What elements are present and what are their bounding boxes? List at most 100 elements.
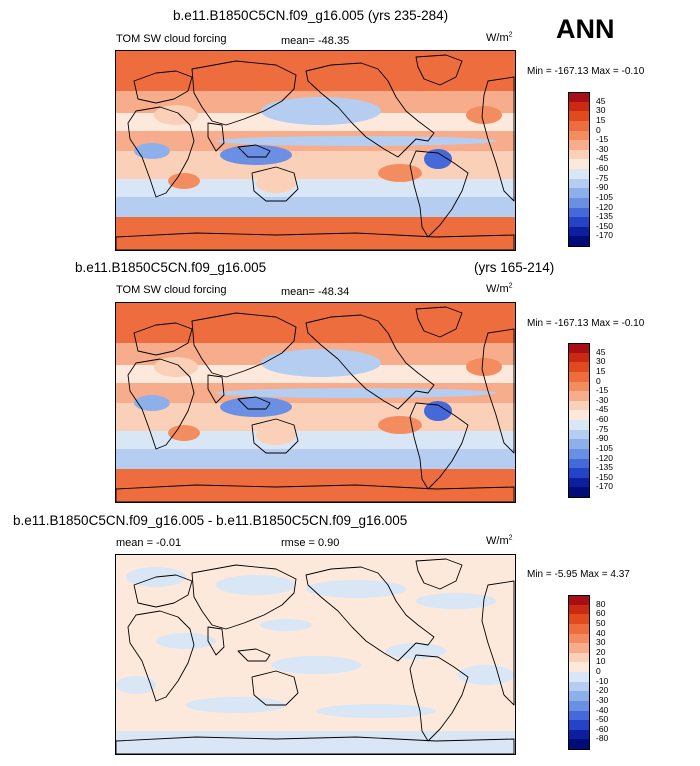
coastline [133,574,193,608]
panel-2-mean: mean= -48.34 [281,286,350,298]
field-band-north [116,51,515,91]
coastline [481,76,515,202]
colorbar-swatch [568,643,590,654]
colorbar-tick-label: 0 [596,375,601,386]
coastline [207,122,225,152]
field-npacific-blue [261,97,381,125]
coastline [251,670,299,706]
field-amazon [424,149,452,169]
coastline [415,54,463,86]
colorbar-swatch [568,681,590,692]
field-band-north [116,303,515,343]
panel-2-units: W/m2 [486,282,513,295]
colorbar-tick-label: -45 [596,153,609,164]
field-sc-california [466,106,502,124]
colorbar-swatch [568,217,590,228]
field-diff-blob [260,619,312,631]
colorbar-tick-label: -30 [596,694,609,705]
colorbar-swatch [568,92,590,103]
field-diff-blob [416,593,496,609]
panel-3-units: W/m2 [486,534,513,547]
field-diff-blob [116,676,156,694]
field-sc-peru [378,416,422,434]
colorbar-swatch [568,691,590,702]
colorbar-swatch [568,236,590,247]
colorbar-swatch [568,739,590,750]
field-band-midlat-s [116,179,515,197]
colorbar-swatch [568,652,590,663]
colorbar-tick-label: -90 [596,182,609,193]
coastline [415,306,463,338]
colorbar-swatch [568,700,590,711]
coastline [133,322,193,356]
panel-3-map [115,554,516,755]
colorbar-tick-label: 15 [596,365,606,376]
colorbar-tick-label: 30 [596,356,606,367]
panel-1-colorbar: 45 30 15 0 -15 -30 -45 -60 -75 -90 -105 -120 -135 -15… [568,92,628,247]
colorbar-tick-label: -120 [596,452,614,463]
colorbar-swatch [568,101,590,112]
colorbar-swatch [568,371,590,382]
field-amazon [424,401,452,421]
colorbar-swatch [568,400,590,411]
colorbar-tick-label: 0 [596,666,601,676]
colorbar-tick-label: -135 [596,462,614,473]
field-australia [256,425,296,445]
field-sc-namibia [168,425,200,441]
colorbar-swatch [568,226,590,237]
colorbar-tick-label: 60 [596,608,606,619]
colorbar-tick-label: -40 [596,704,609,715]
coastline [409,402,469,490]
panel-1-minmax: Min = -167.13 Max = -0.10 [527,66,645,77]
colorbar-tick-label: 50 [596,617,606,628]
field-band-storm-s [116,197,515,217]
colorbar-swatch [568,458,590,469]
panel-2-colorbar: 45 30 15 0 -15 -30 -45 -60 -75 -90 -105 -120 -135 -15… [568,343,628,498]
coastline [127,106,195,198]
panel-2-variable: TOM SW cloud forcing [116,284,227,296]
colorbar-swatch [568,439,590,450]
colorbar-tick-label: 10 [596,656,606,667]
coastline [237,648,271,662]
colorbar-tick-label: -150 [596,220,614,231]
field-sc-peru [378,164,422,182]
colorbar-swatch [568,391,590,402]
field-sahara [154,105,198,125]
colorbar-tick-label: -60 [596,414,609,424]
panel-1-variable: TOM SW cloud forcing [116,33,227,45]
colorbar-tick-label: 45 [596,95,606,106]
colorbar-swatch [568,120,590,131]
colorbar-swatch [568,448,590,459]
colorbar-swatch [568,343,590,354]
coastline [127,610,195,702]
field-warmpool [220,397,292,417]
colorbar-swatch [568,169,590,180]
colorbar-swatch [568,197,590,208]
colorbar-swatch [568,720,590,731]
field-antarctic-diff [116,731,515,754]
colorbar-tick-label: -60 [596,163,609,173]
field-diff-blob [271,656,361,674]
colorbar-tick-label: 40 [596,627,606,638]
field-itcz [216,388,496,398]
coastline [251,166,299,202]
colorbar-tick-label: -170 [596,230,614,241]
field-warmpool [220,145,292,165]
panel-1-title: b.e11.B1850C5CN.f09_g16.005 (yrs 235-284… [173,8,449,23]
colorbar-swatch [568,614,590,625]
colorbar-tick-label: -10 [596,675,609,686]
colorbar-swatch [568,633,590,644]
coastline [116,232,515,250]
colorbar-tick-label: -170 [596,481,614,492]
panel-2-title: b.e11.B1850C5CN.f09_g16.005 [75,260,267,275]
colorbar-tick-label: 30 [596,105,606,116]
coastline [409,654,469,742]
coastline [409,150,469,238]
panel-3-title: b.e11.B1850C5CN.f09_g16.005 - b.e11.B185… [13,513,408,528]
coastline [191,60,297,126]
field-itcz [216,136,496,146]
coastline [191,312,297,378]
colorbar-swatch [568,420,590,431]
colorbar-tick-label: 80 [596,598,606,609]
coastline [133,70,193,104]
